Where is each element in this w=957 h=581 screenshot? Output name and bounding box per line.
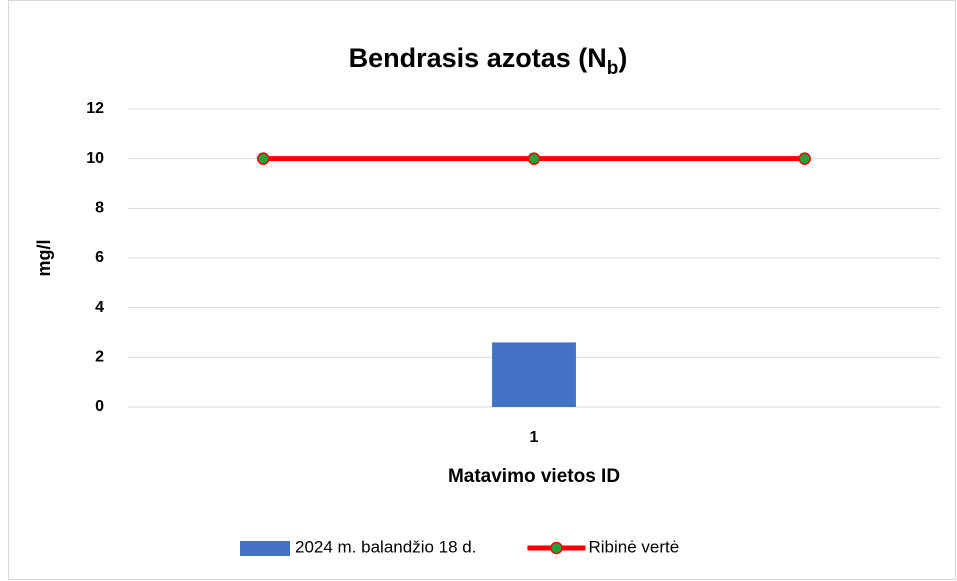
y-tick-label: 6 [95, 249, 104, 266]
y-tick-label: 2 [95, 349, 104, 366]
title-text-end: ) [618, 43, 627, 73]
legend-marker [550, 541, 563, 555]
title-text: Bendrasis azotas (N [349, 43, 607, 73]
legend-swatch [240, 541, 290, 556]
line-marker [527, 152, 541, 165]
bar [492, 342, 576, 407]
y-tick-label: 8 [95, 200, 104, 217]
legend-label: Ribinė vertė [588, 537, 679, 556]
line-marker [257, 152, 270, 165]
y-tick-label: 12 [86, 100, 104, 117]
y-axis-label: mg/l [34, 239, 54, 276]
title-subscript: b [607, 58, 619, 79]
x-axis-label: Matavimo vietos ID [448, 466, 620, 487]
y-tick-label: 4 [95, 299, 104, 316]
legend-label: 2024 m. balandžio 18 d. [295, 537, 476, 556]
x-tick-label: 1 [530, 429, 539, 446]
chart-title: Bendrasis azotas (Nb) [349, 43, 628, 79]
line-marker [798, 152, 811, 165]
y-tick-label: 0 [95, 398, 104, 415]
chart-frame [8, 0, 956, 580]
y-tick-label: 10 [86, 150, 104, 167]
